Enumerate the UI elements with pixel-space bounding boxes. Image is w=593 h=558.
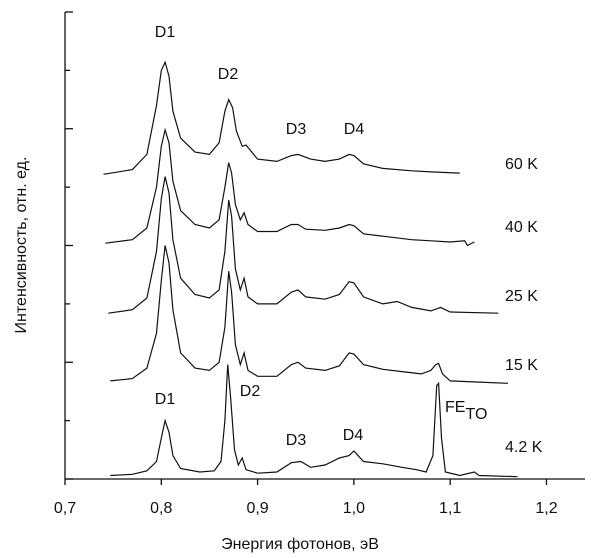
x-tick-label: 1,2 — [535, 500, 557, 517]
peak-label: D1 — [155, 391, 176, 408]
series-label: 60 K — [505, 156, 538, 173]
spectrum-line — [105, 127, 475, 247]
peak-label: D1 — [155, 24, 176, 41]
peak-label-sub: TO — [465, 406, 487, 423]
peak-label-main: FE — [445, 399, 465, 416]
x-tick-label: 0,8 — [150, 500, 172, 517]
series-label: 15 K — [505, 357, 538, 374]
spectrum-line — [110, 364, 518, 478]
peak-label: D3 — [286, 121, 307, 138]
spectrum-line — [108, 176, 499, 314]
peak-label: D3 — [286, 432, 307, 449]
y-axis-title: Интенсивность, отн. ед. — [13, 157, 30, 334]
x-axis-title: Энергия фотонов, эВ — [221, 536, 379, 553]
peak-label: D2 — [218, 66, 239, 83]
peak-label: FETO — [445, 399, 487, 423]
series-label: 40 K — [505, 219, 538, 236]
x-tick-label: 0,9 — [246, 500, 268, 517]
spectrum-line — [110, 245, 509, 384]
peak-label: D4 — [343, 427, 364, 444]
spectrum-line — [103, 60, 460, 175]
peak-label: D2 — [240, 383, 261, 400]
x-tick-label: 1,1 — [439, 500, 461, 517]
series-label: 4.2 K — [505, 439, 543, 456]
peak-label: D4 — [344, 121, 365, 138]
x-tick-label: 0,7 — [54, 500, 76, 517]
series-label: 25 K — [505, 288, 538, 305]
x-tick-label: 1,0 — [343, 500, 365, 517]
